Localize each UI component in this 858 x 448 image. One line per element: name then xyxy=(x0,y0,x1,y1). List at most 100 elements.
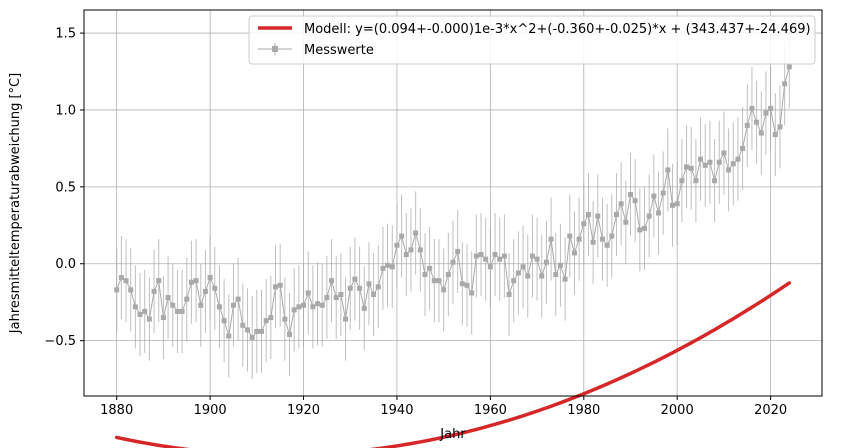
data-point xyxy=(357,285,363,291)
data-point xyxy=(726,167,732,173)
data-point xyxy=(646,213,652,219)
data-point xyxy=(221,318,227,324)
data-point xyxy=(623,219,629,225)
data-point xyxy=(361,305,367,311)
data-point xyxy=(716,159,722,165)
data-point xyxy=(501,253,507,259)
data-point xyxy=(497,256,503,262)
data-point xyxy=(450,259,456,265)
data-point xyxy=(679,178,685,184)
data-point xyxy=(287,331,293,337)
data-point xyxy=(455,248,461,254)
data-point xyxy=(670,202,676,208)
x-tick-label: 1880 xyxy=(100,403,133,418)
data-point xyxy=(151,288,157,294)
data-point xyxy=(142,308,148,314)
data-point xyxy=(291,307,297,313)
data-point xyxy=(240,322,246,328)
data-point xyxy=(478,252,484,258)
data-point xyxy=(786,64,792,70)
data-point xyxy=(520,264,526,270)
data-point xyxy=(319,302,325,308)
data-point xyxy=(235,296,241,302)
data-point xyxy=(548,236,554,242)
data-point xyxy=(282,316,288,322)
x-axis-ticks: 1880 1900 1920 1940 1960 1980 2000 2020 xyxy=(100,396,787,418)
data-point xyxy=(324,295,330,301)
data-point xyxy=(184,296,190,302)
data-point xyxy=(403,252,409,258)
data-point xyxy=(114,287,120,293)
x-tick-label: 1980 xyxy=(567,403,600,418)
data-point xyxy=(740,145,746,151)
data-point xyxy=(529,253,535,259)
data-point xyxy=(557,262,563,268)
data-point xyxy=(413,230,419,236)
data-point xyxy=(534,256,540,262)
model-curve xyxy=(114,281,792,448)
data-point xyxy=(315,301,321,307)
data-point xyxy=(170,302,176,308)
data-point xyxy=(118,275,124,281)
data-point xyxy=(174,308,180,314)
data-point xyxy=(277,282,283,288)
data-point xyxy=(399,233,405,239)
data-point xyxy=(473,253,479,259)
x-tick-label: 1940 xyxy=(380,403,413,418)
data-point xyxy=(263,318,269,324)
data-point xyxy=(525,273,531,279)
data-point xyxy=(632,198,638,204)
x-tick-label: 1920 xyxy=(287,403,320,418)
data-point xyxy=(427,265,433,271)
legend: Modell: y=(0.094+-0.000)1e-3*x^2+(-0.360… xyxy=(248,15,816,65)
data-point xyxy=(207,275,213,281)
data-point xyxy=(735,156,741,162)
data-point xyxy=(684,164,690,170)
data-point xyxy=(553,272,559,278)
data-point xyxy=(230,302,236,308)
data-point xyxy=(515,270,521,276)
data-point xyxy=(459,281,465,287)
data-point xyxy=(258,328,264,334)
data-point xyxy=(581,221,587,227)
data-point xyxy=(329,278,335,284)
data-point xyxy=(618,201,624,207)
data-point xyxy=(469,290,475,296)
data-point xyxy=(193,278,199,284)
data-point xyxy=(674,201,680,207)
data-point xyxy=(487,264,493,270)
data-point xyxy=(651,193,657,199)
data-point xyxy=(721,150,727,156)
legend-measured-label: Messwerte xyxy=(304,43,374,58)
data-point xyxy=(137,311,143,317)
data-point xyxy=(754,119,760,125)
data-point xyxy=(441,287,447,293)
data-point xyxy=(366,281,372,287)
data-point xyxy=(609,233,615,239)
data-point xyxy=(698,156,704,162)
x-tick-label: 2020 xyxy=(754,403,787,418)
data-point xyxy=(128,287,134,293)
y-tick-label: 0.0 xyxy=(55,257,76,272)
data-point xyxy=(123,278,129,284)
data-point xyxy=(333,295,339,301)
data-point xyxy=(244,327,250,333)
legend-model-label: Modell: y=(0.094+-0.000)1e-3*x^2+(-0.360… xyxy=(304,22,811,37)
y-axis-ticks: −0.5 0.0 0.5 1.0 1.5 xyxy=(44,27,84,349)
legend-box xyxy=(248,15,816,65)
data-point xyxy=(254,328,260,334)
y-tick-label: 1.0 xyxy=(55,103,76,118)
data-point xyxy=(604,242,610,248)
data-point xyxy=(422,272,428,278)
plot-frame xyxy=(83,9,823,397)
data-point xyxy=(571,250,577,256)
data-point xyxy=(343,316,349,322)
y-tick-label: −0.5 xyxy=(44,334,76,349)
data-point xyxy=(352,276,358,282)
data-point xyxy=(712,178,718,184)
data-point xyxy=(301,302,307,308)
data-point xyxy=(782,81,788,87)
y-tick-label: 0.5 xyxy=(55,180,76,195)
data-point xyxy=(371,292,377,298)
data-point xyxy=(595,213,601,219)
